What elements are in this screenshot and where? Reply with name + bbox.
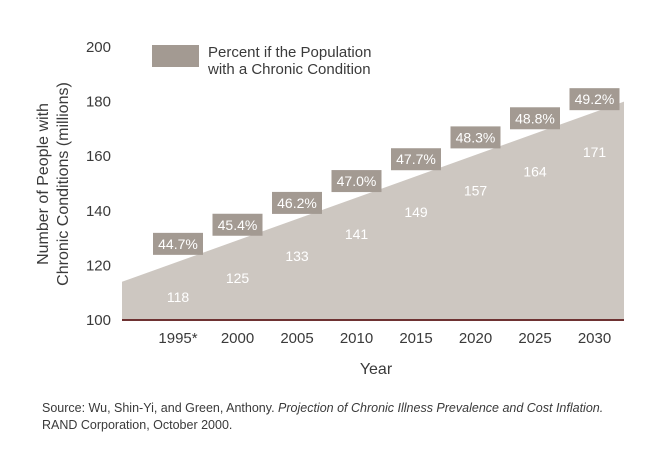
y-tick-label: 100 [86, 312, 111, 329]
percent-label-box [569, 88, 620, 111]
percent-label-text: 48.8% [515, 110, 555, 126]
percent-label-box [272, 191, 322, 214]
percent-label-box [212, 213, 263, 236]
percent-label-text: 47.0% [337, 173, 377, 189]
x-tick-label: 2015 [399, 330, 432, 347]
source-note: Source: Wu, Shin-Yi, and Green, Anthony.… [42, 400, 652, 434]
value-label: 149 [404, 204, 428, 220]
percent-label: 48.8% [510, 107, 560, 130]
y-tick-label: 140 [86, 203, 111, 220]
x-tick-label: 2025 [518, 330, 551, 347]
legend-label-line-2: with a Chronic Condition [207, 61, 371, 78]
value-labels: 118 125 133 141 149 157 164 171 [167, 144, 607, 305]
source-title: Projection of Chronic Illness Prevalence… [278, 401, 604, 415]
x-tick-label: 2000 [221, 330, 254, 347]
percent-label-box [450, 126, 501, 149]
value-label: 125 [226, 270, 250, 286]
y-axis-ticks: 100 120 140 160 180 200 [86, 39, 111, 329]
y-tick-label: 200 [86, 39, 111, 56]
percent-label: 45.4% [212, 213, 263, 236]
percent-label-box [331, 170, 382, 193]
percent-label: 47.7% [391, 148, 441, 171]
percent-label-box [510, 107, 560, 130]
x-tick-label: 2010 [340, 330, 373, 347]
percent-labels: 44.7% 45.4% 46.2% 47.0% 47.7% 48.3% 48.8% 49.2% [153, 88, 620, 255]
value-label: 141 [345, 226, 369, 242]
area-series [122, 101, 624, 320]
percent-label-box [153, 232, 203, 255]
percent-label-box [391, 148, 441, 171]
percent-label-text: 44.7% [158, 236, 198, 252]
x-axis-ticks: 1995* 2000 2005 2010 2015 2020 2025 2030 [158, 330, 611, 347]
value-label: 164 [523, 163, 547, 179]
legend-label-line-1: Percent if the Population [208, 44, 371, 61]
y-tick-label: 160 [86, 148, 111, 165]
y-tick-label: 120 [86, 257, 111, 274]
percent-label-text: 47.7% [396, 151, 436, 167]
percent-label: 49.2% [569, 88, 620, 111]
percent-label: 47.0% [331, 170, 382, 193]
legend-swatch [152, 45, 199, 67]
y-axis-title-line-1: Number of People with [35, 103, 52, 265]
value-label: 157 [464, 182, 488, 198]
x-tick-label: 2005 [280, 330, 313, 347]
value-label: 118 [167, 289, 190, 305]
value-label: 133 [285, 248, 309, 264]
y-axis-title: Number of People with Chronic Conditions… [35, 82, 72, 286]
legend: Percent if the Population with a Chronic… [152, 44, 371, 78]
x-axis-title: Year [360, 361, 393, 378]
percent-label-text: 46.2% [277, 195, 317, 211]
y-axis-title-line-2: Chronic Conditions (millions) [55, 82, 72, 286]
percent-label: 46.2% [272, 191, 322, 214]
percent-label-text: 49.2% [575, 91, 615, 107]
x-tick-label: 2020 [459, 330, 492, 347]
y-tick-label: 180 [86, 94, 111, 111]
percent-label-text: 45.4% [218, 217, 258, 233]
x-tick-label: 1995* [158, 330, 197, 347]
x-tick-label: 2030 [578, 330, 611, 347]
value-label: 171 [583, 144, 607, 160]
percent-label: 44.7% [153, 232, 203, 255]
percent-label: 48.3% [450, 126, 501, 149]
percent-label-text: 48.3% [456, 129, 496, 145]
source-suffix: RAND Corporation, October 2000. [42, 418, 233, 432]
source-prefix: Source: Wu, Shin-Yi, and Green, Anthony. [42, 401, 275, 415]
